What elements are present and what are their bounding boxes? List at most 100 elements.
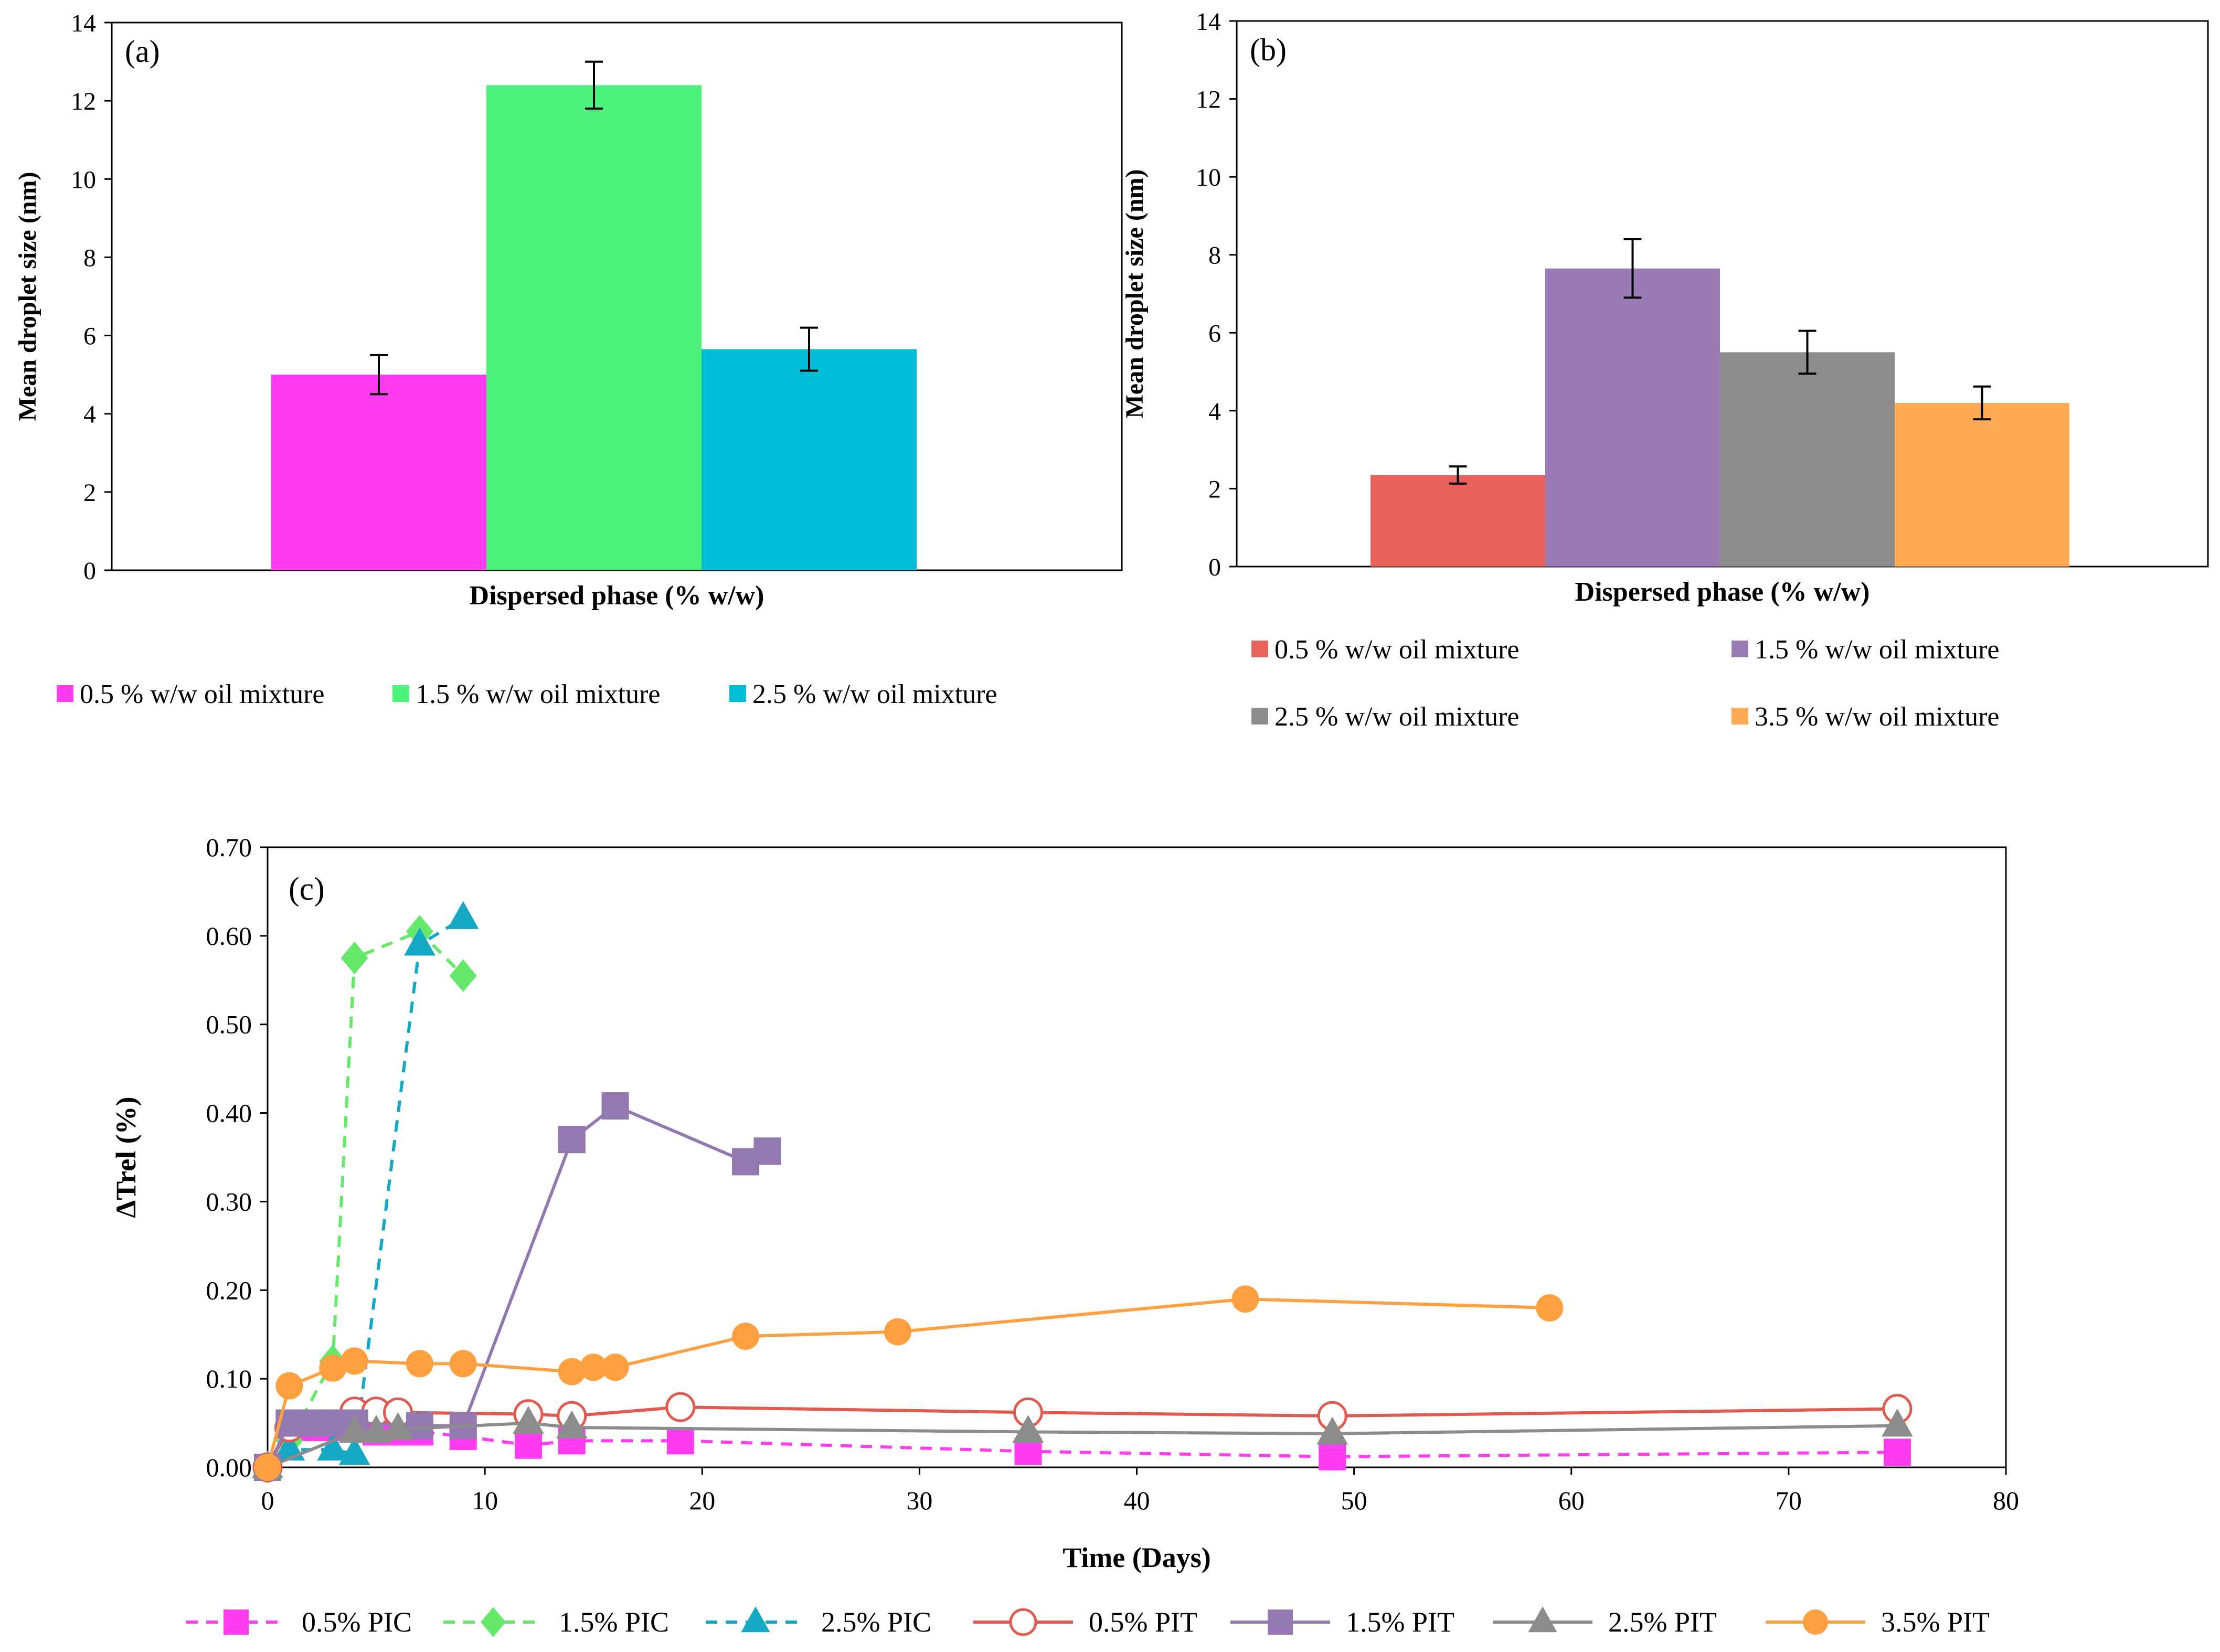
series-line xyxy=(266,1405,1897,1468)
data-point xyxy=(273,1432,305,1461)
x-tick-label: 30 xyxy=(906,1486,932,1515)
legend-label: 1.5% PIC xyxy=(559,1606,669,1638)
data-point xyxy=(338,1414,370,1443)
data-point xyxy=(447,901,479,929)
legend-label: 0.5% PIC xyxy=(302,1606,412,1638)
data-point xyxy=(1882,1409,1913,1437)
x-tick-label: 0 xyxy=(261,1486,274,1515)
y-tick-label: 10 xyxy=(71,166,96,194)
y-tick-label: 6 xyxy=(1208,319,1221,347)
y-tick-label: 0.20 xyxy=(206,1275,252,1305)
data-point xyxy=(449,1350,477,1378)
y-tick-label: 0.10 xyxy=(206,1364,252,1393)
data-point xyxy=(556,1410,588,1438)
legend-label: 2.5% PIC xyxy=(821,1606,931,1638)
y-tick-label: 0 xyxy=(83,557,96,585)
data-point xyxy=(514,1431,542,1459)
panel-c-line-chart: 0.00 0.10 0.20 0.30 0.40 0.50 0.60 0.70 0 10 20 30 4… xyxy=(110,833,2019,1638)
panel-label: (c) xyxy=(289,871,325,907)
y-tick-label: 2 xyxy=(1208,475,1221,503)
legend-swatch xyxy=(57,685,73,702)
data-point xyxy=(1268,1610,1293,1635)
data-point xyxy=(319,1354,347,1382)
data-point xyxy=(254,1454,281,1481)
legend-swatch xyxy=(1732,708,1748,724)
data-point xyxy=(403,928,435,956)
series-3-5-pit xyxy=(254,1285,1564,1481)
data-point xyxy=(341,1347,368,1375)
x-tick-label: 60 xyxy=(1558,1486,1585,1515)
data-point xyxy=(884,1318,911,1346)
x-axis-title: Dispersed phase (% w/w) xyxy=(470,581,764,611)
y-tick-label: 0.30 xyxy=(206,1187,252,1216)
series-line xyxy=(267,1421,1897,1469)
legend-label: 1.5 % w/w oil mixture xyxy=(416,679,661,709)
y-tick-label: 2 xyxy=(83,479,96,507)
data-point xyxy=(753,1137,781,1165)
x-tick-label: 50 xyxy=(1341,1486,1367,1515)
y-tick-label: 0 xyxy=(1208,553,1221,581)
y-tick-label: 4 xyxy=(83,401,96,429)
data-point xyxy=(558,1126,586,1154)
legend-label: 1.5% PIT xyxy=(1346,1606,1454,1638)
legend-swatch xyxy=(1732,641,1748,657)
x-axis-title: Time (Days) xyxy=(1063,1542,1210,1573)
y-axis-title: Mean droplet size (nm) xyxy=(14,172,41,421)
data-point xyxy=(338,1437,370,1465)
data-point xyxy=(1009,1608,1037,1636)
data-point xyxy=(513,1406,544,1434)
y-tick-label: 12 xyxy=(71,88,96,115)
legend-swatch xyxy=(729,685,746,702)
y-tick-label: 0.60 xyxy=(206,921,252,951)
series-1-5-pit xyxy=(254,1092,781,1481)
data-point xyxy=(1231,1285,1259,1313)
bar xyxy=(1371,475,1545,567)
data-point xyxy=(382,1412,414,1441)
data-point xyxy=(601,1353,629,1381)
y-tick-label: 8 xyxy=(1208,242,1221,270)
data-point xyxy=(224,1610,249,1635)
y-axis-title: ΔTrel (%) xyxy=(110,1096,142,1218)
y-tick-label: 8 xyxy=(83,244,96,272)
data-point xyxy=(1536,1294,1564,1322)
data-point xyxy=(666,1427,694,1455)
data-point xyxy=(1528,1606,1557,1633)
data-point xyxy=(449,959,477,993)
y-tick-label: 0.50 xyxy=(206,1010,252,1039)
panel-a-bar-chart: 0 2 4 6 8 10 12 14 (a) Dispersed phase (% w/w) Mea… xyxy=(14,9,1123,709)
y-axis-title: Mean droplet size (nm) xyxy=(1121,169,1149,418)
data-point xyxy=(406,1350,433,1378)
bar xyxy=(1895,403,2069,567)
bar xyxy=(702,349,917,570)
bar xyxy=(271,375,486,570)
data-point xyxy=(580,1353,608,1381)
plot-frame xyxy=(267,846,2007,1468)
y-tick-label: 6 xyxy=(83,323,96,350)
legend-label: 0.5 % w/w oil mixture xyxy=(1274,635,1520,665)
bar xyxy=(1545,268,1720,567)
data-point xyxy=(558,1358,586,1385)
panel-b-bar-chart: 0 2 4 6 8 10 12 14 (b) Dispersed phase (% w/w) Mea… xyxy=(1121,8,2209,732)
y-tick-label: 12 xyxy=(1196,86,1221,114)
y-tick-label: 0.40 xyxy=(206,1099,252,1128)
legend-swatch xyxy=(1251,708,1268,724)
legend-label: 0.5% PIT xyxy=(1089,1606,1197,1638)
panel-label: (a) xyxy=(125,34,160,69)
legend-label: 2.5 % w/w oil mixture xyxy=(1274,702,1520,732)
data-point xyxy=(1012,1414,1044,1443)
bar xyxy=(1720,352,1895,567)
y-tick-label: 4 xyxy=(1208,398,1221,425)
data-point xyxy=(1883,1438,1911,1466)
data-point xyxy=(732,1323,760,1350)
x-axis-title: Dispersed phase (% w/w) xyxy=(1575,577,1870,607)
legend-label: 1.5 % w/w oil mixture xyxy=(1755,635,2000,665)
x-tick-label: 70 xyxy=(1776,1486,1802,1515)
legend-label: 3.5% PIT xyxy=(1881,1606,1990,1638)
data-point xyxy=(741,1606,770,1633)
data-point xyxy=(341,941,368,975)
legend-label: 0.5 % w/w oil mixture xyxy=(80,679,325,709)
legend-swatch xyxy=(1251,641,1268,657)
x-tick-label: 10 xyxy=(472,1486,498,1515)
y-tick-label: 14 xyxy=(1196,8,1221,36)
